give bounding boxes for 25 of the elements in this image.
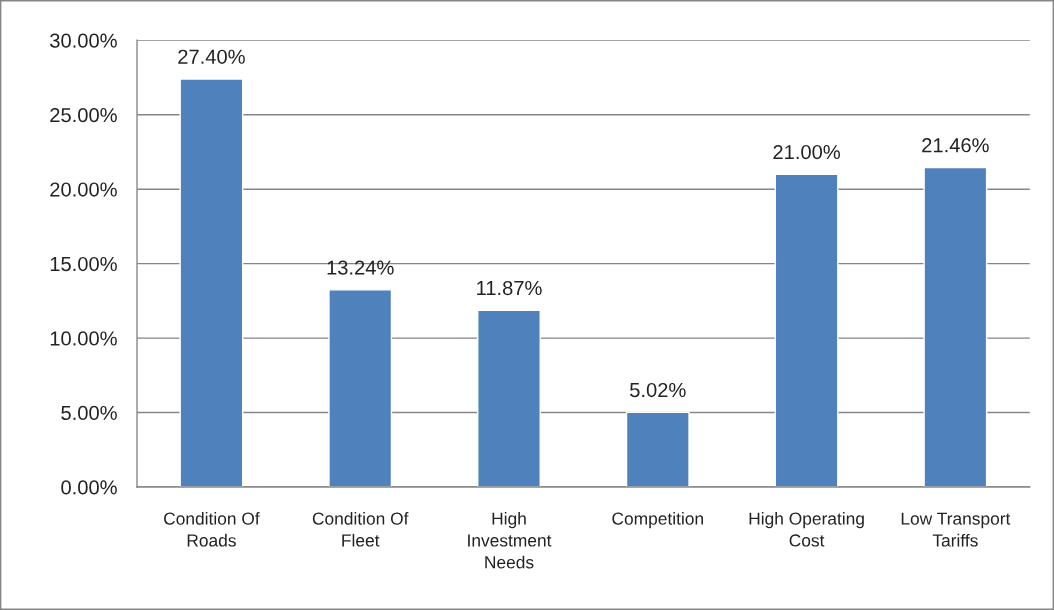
bar [774,173,839,488]
bar [625,411,690,488]
data-label: 5.02% [630,382,686,398]
x-tick-label: High Operating Cost [749,512,864,547]
y-tick-label: 30.00% [50,33,117,48]
data-label: 13.24% [327,260,394,275]
data-label: 27.40% [178,49,245,64]
x-tick-label: High Investment Needs [468,512,552,569]
y-tick-label: 0.00% [61,480,117,495]
data-label: 21.46% [922,138,989,153]
bar [477,309,541,488]
y-tick-label: 5.00% [61,405,117,421]
y-tick-label: 10.00% [50,331,117,346]
x-tick-label: Condition Of Fleet [312,512,409,547]
y-tick-label: 25.00% [50,107,117,123]
x-tick-label: Condition Of Roads [164,512,260,547]
x-tick-label: Competition [612,512,703,529]
bar [923,166,988,488]
y-tick-label: 15.00% [50,256,117,272]
x-tick-label: Low Transport Tariffs [901,512,1011,547]
bar [179,78,244,488]
data-label: 11.87% [477,280,542,296]
y-tick-label: 20.00% [50,182,117,197]
data-label: 21.00% [773,144,841,160]
bar [328,289,393,488]
